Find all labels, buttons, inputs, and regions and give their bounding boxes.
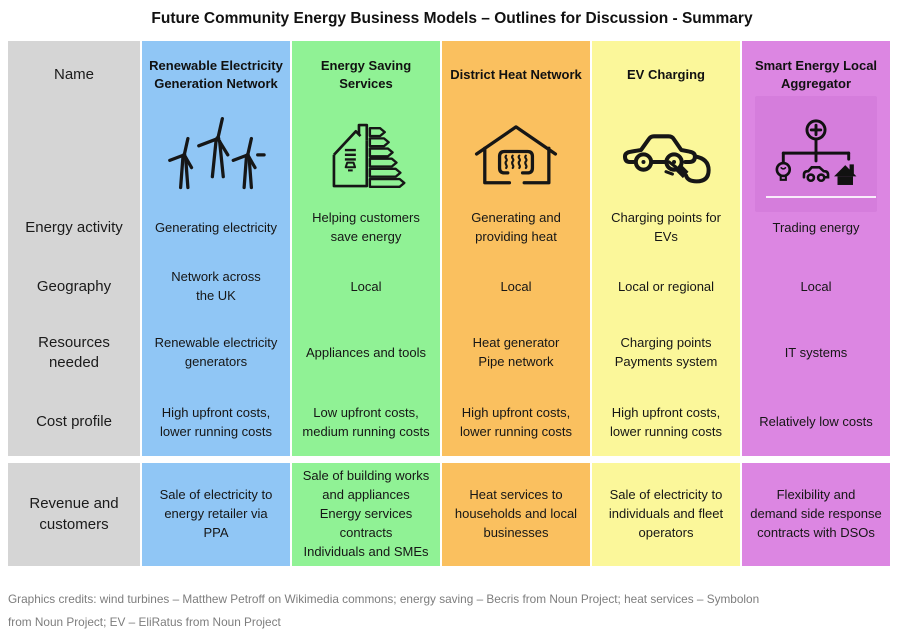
page-title: Future Community Energy Business Models …	[151, 10, 753, 27]
cell-aggregator-resources: IT systems	[784, 344, 848, 360]
district-heat-house-icon	[442, 109, 590, 199]
column-energy-saving: Energy Saving Services	[292, 41, 440, 456]
cell-district-heat-activity: Generating and providing heat	[471, 210, 561, 244]
cell-energy-saving-cost: Low upfront costs, medium running costs	[302, 404, 430, 439]
cell-aggregator-revenue: Flexibility and demand side response con…	[742, 463, 890, 566]
cell-aggregator-activity: Trading energy	[772, 219, 860, 235]
cell-district-heat-cost: High upfront costs, lower running costs	[460, 404, 572, 439]
credits-text: Graphics credits: wind turbines – Matthe…	[8, 592, 760, 629]
wind-turbines-icon	[142, 109, 290, 199]
column-ev-charging: EV Charging Charging poin	[592, 41, 740, 456]
cell-renewable-cost: High upfront costs, lower running costs	[160, 404, 272, 439]
column-smart-aggregator: Smart Energy Local Aggregator	[742, 41, 890, 456]
cell-energy-saving-activity: Helping customers save energy	[312, 210, 420, 244]
row-label-energy-activity: Energy activity	[25, 218, 123, 236]
cell-aggregator-geography: Local	[800, 278, 832, 294]
column-district-heat: District Heat Network	[442, 41, 590, 456]
row-label-column: Name Energy activity Geography Resources…	[8, 41, 140, 456]
cell-district-heat-resources: Heat generator Pipe network	[472, 335, 560, 369]
cell-ev-cost: High upfront costs, lower running costs	[610, 404, 722, 439]
cell-energy-saving-resources: Appliances and tools	[306, 344, 426, 360]
cell-renewable-resources: Renewable electricity generators	[154, 335, 278, 369]
cell-district-heat-geography: Local	[500, 278, 532, 294]
column-header-district-heat: District Heat Network	[450, 66, 582, 82]
column-header-renewable: Renewable Electricity Generation Network	[149, 57, 283, 91]
cell-energy-saving-geography: Local	[350, 278, 382, 294]
row-label-cost-profile: Cost profile	[36, 413, 112, 431]
table-revenue-row: Revenue and customers Sale of electricit…	[8, 463, 890, 566]
cell-district-heat-revenue: Heat services to households and local bu…	[442, 463, 590, 566]
column-header-smart-aggregator: Smart Energy Local Aggregator	[754, 57, 878, 91]
aggregator-underline	[766, 196, 876, 198]
cell-aggregator-cost: Relatively low costs	[759, 414, 873, 430]
cell-ev-revenue: Sale of electricity to individuals and f…	[592, 463, 740, 566]
cell-ev-resources: Charging points Payments system	[614, 335, 718, 369]
energy-saving-house-icon	[292, 109, 440, 199]
row-label-name: Name	[53, 65, 94, 83]
cell-renewable-geography: Network across the UK	[171, 269, 261, 303]
column-renewable-electricity: Renewable Electricity Generation Network	[142, 41, 290, 456]
column-header-ev-charging: EV Charging	[626, 66, 705, 82]
row-label-resources-needed: Resources needed	[38, 333, 110, 371]
cell-energy-saving-revenue: Sale of building works and appliances En…	[292, 463, 440, 566]
smart-aggregator-icon	[742, 96, 890, 212]
column-header-energy-saving: Energy Saving Services	[320, 57, 412, 91]
row-label-geography: Geography	[36, 277, 112, 295]
row-label-icon-spacer	[8, 109, 140, 199]
cell-renewable-energy-activity: Generating electricity	[154, 219, 278, 235]
cell-ev-geography: Local or regional	[617, 278, 715, 294]
ev-charging-car-icon	[592, 109, 740, 199]
summary-table: Name Energy activity Geography Resources…	[8, 41, 890, 566]
page: Future Community Energy Business Models …	[0, 6, 904, 641]
cell-renewable-revenue: Sale of electricity to energy retailer v…	[142, 463, 290, 566]
row-label-revenue-customers: Revenue and customers	[8, 463, 140, 566]
cell-ev-activity: Charging points for EVs	[611, 210, 721, 244]
table-main-rows: Name Energy activity Geography Resources…	[8, 41, 890, 456]
smart-aggregator-icon-background	[755, 96, 877, 212]
